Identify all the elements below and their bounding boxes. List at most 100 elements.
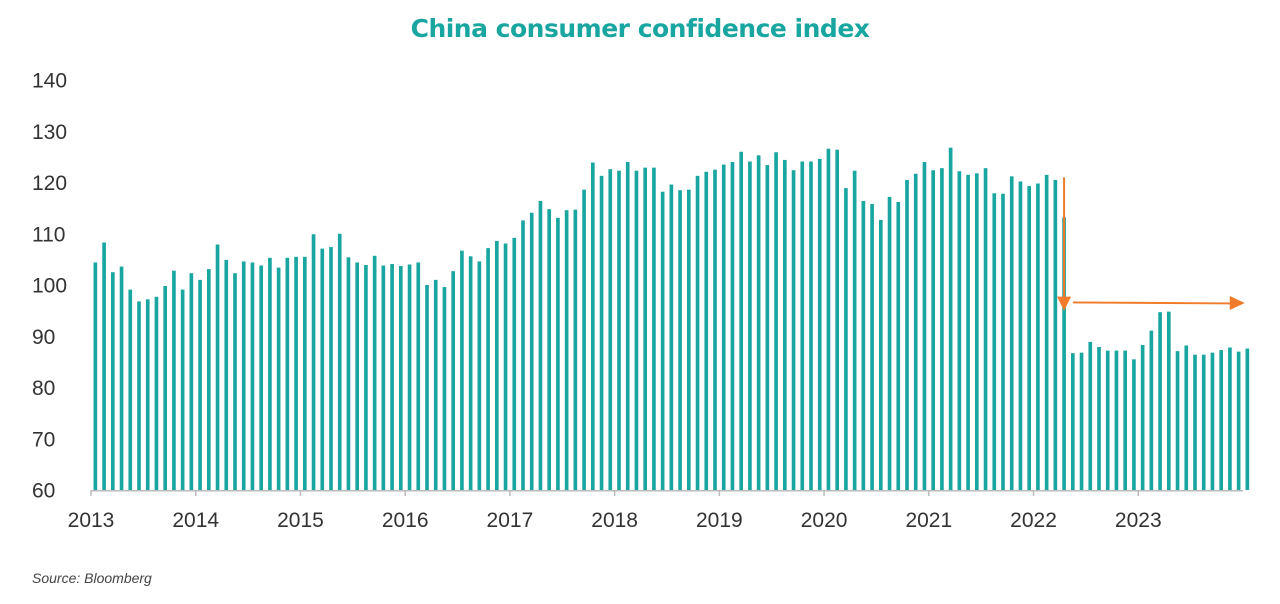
y-tick-label: 70 xyxy=(32,428,55,451)
bar xyxy=(355,262,360,490)
bar xyxy=(1062,217,1066,490)
bar xyxy=(416,262,421,490)
bar xyxy=(1036,183,1040,490)
bar xyxy=(198,279,202,491)
bar xyxy=(477,261,482,490)
bar xyxy=(1044,174,1049,490)
bar xyxy=(460,250,464,490)
bar xyxy=(643,167,648,490)
bar xyxy=(791,170,796,490)
bar xyxy=(128,289,133,490)
bar xyxy=(1001,193,1005,490)
bar xyxy=(1097,347,1101,490)
bar xyxy=(302,256,307,490)
bar xyxy=(1228,347,1232,490)
x-tick-label: 2023 xyxy=(1115,509,1162,532)
bar xyxy=(294,256,298,490)
bar xyxy=(957,171,962,490)
bar xyxy=(1088,341,1093,490)
bar xyxy=(652,167,656,490)
bar xyxy=(398,266,403,490)
bar xyxy=(678,190,682,490)
bar xyxy=(1158,312,1162,490)
bar xyxy=(704,171,709,491)
x-tick-label: 2017 xyxy=(487,509,534,532)
bar xyxy=(686,189,691,490)
bar xyxy=(625,162,630,490)
bar xyxy=(1009,176,1014,490)
bar xyxy=(494,240,499,490)
bar xyxy=(285,257,290,490)
bar xyxy=(320,248,325,490)
bar xyxy=(852,170,857,490)
bar xyxy=(905,179,909,490)
bar xyxy=(887,196,892,490)
y-tick-label: 110 xyxy=(32,223,65,246)
bar xyxy=(695,175,700,490)
bar xyxy=(1053,179,1058,490)
x-axis-ticks xyxy=(90,490,1140,496)
bar xyxy=(617,170,621,490)
bar xyxy=(372,255,377,490)
x-tick-label: 2015 xyxy=(277,509,324,532)
x-tick-label: 2014 xyxy=(172,509,219,532)
bar xyxy=(1123,350,1128,490)
bar xyxy=(844,188,848,490)
bar xyxy=(547,209,552,490)
bar xyxy=(1018,181,1023,490)
down-arrow-head xyxy=(1057,296,1072,311)
source-note: Source: Bloomberg xyxy=(32,570,152,586)
bar xyxy=(870,204,874,490)
x-tick-label: 2019 xyxy=(696,509,743,532)
right-arrow-shaft xyxy=(1072,301,1233,305)
bar xyxy=(573,209,578,490)
bar xyxy=(608,169,613,490)
bar xyxy=(276,267,281,490)
bar xyxy=(259,265,264,490)
bar xyxy=(154,296,159,490)
y-tick-label: 60 xyxy=(32,480,55,503)
bar xyxy=(826,148,831,490)
bar xyxy=(268,257,272,490)
bar xyxy=(861,200,866,490)
bar xyxy=(1149,330,1154,490)
bar xyxy=(983,168,988,490)
bar xyxy=(1132,359,1136,490)
bar xyxy=(1201,354,1206,490)
bar xyxy=(407,264,412,490)
bar xyxy=(835,149,840,490)
bar xyxy=(931,170,936,490)
bar xyxy=(634,170,639,490)
bar xyxy=(110,272,115,490)
bar xyxy=(180,289,185,490)
bar xyxy=(224,259,229,490)
bar xyxy=(669,184,674,491)
bar xyxy=(503,243,508,490)
bar xyxy=(774,152,778,490)
bar xyxy=(512,237,517,490)
bar xyxy=(896,201,901,491)
bar xyxy=(1219,350,1224,490)
chart-title: China consumer confidence index xyxy=(410,14,870,43)
bar xyxy=(119,266,124,490)
bar xyxy=(713,169,717,490)
bar xyxy=(599,175,604,490)
y-tick-label: 140 xyxy=(32,70,67,93)
annotations xyxy=(1057,177,1245,311)
bar-series xyxy=(93,147,1250,491)
bar xyxy=(206,269,211,490)
bar xyxy=(765,165,770,490)
x-axis-labels: 2013 2014 2015 2016 2017 2018 2019 2020 2021 2022… xyxy=(68,509,1162,532)
bar xyxy=(172,270,176,490)
bar xyxy=(189,273,194,490)
bar xyxy=(163,286,168,490)
bar xyxy=(250,262,255,490)
bar xyxy=(878,219,883,490)
y-tick-label: 130 xyxy=(32,121,67,144)
bar xyxy=(782,159,787,490)
bar xyxy=(93,262,98,490)
bar xyxy=(922,162,927,490)
bar xyxy=(966,174,970,490)
y-tick-label: 100 xyxy=(32,275,67,298)
